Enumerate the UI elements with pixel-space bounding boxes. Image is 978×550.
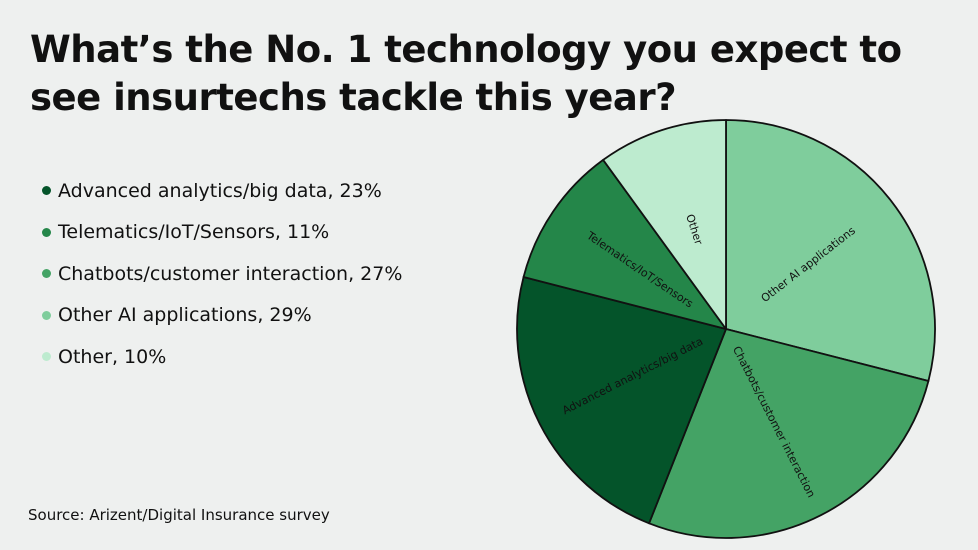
legend-item: Chatbots/customer interaction, 27% (42, 253, 402, 295)
chart-title: What’s the No. 1 technology you expect t… (30, 28, 902, 119)
legend-label: Advanced analytics/big data, 23% (58, 179, 382, 202)
pie-slice (725, 119, 936, 382)
legend-label: Chatbots/customer interaction, 27% (58, 262, 403, 285)
legend-swatch (42, 269, 51, 279)
pie-slice (522, 159, 727, 330)
legend-label: Other, 10% (58, 345, 167, 368)
legend-label: Telematics/IoT/Sensors, 11% (58, 221, 330, 244)
legend-item: Other, 10% (42, 336, 402, 378)
legend-swatch (42, 352, 51, 362)
legend-item: Advanced analytics/big data, 23% (42, 170, 402, 212)
pie-slice (648, 328, 930, 539)
legend-swatch (42, 186, 51, 196)
legend-swatch (42, 227, 51, 237)
legend-item: Telematics/IoT/Sensors, 11% (42, 212, 402, 254)
pie-slice (602, 119, 727, 330)
source-note: Source: Arizent/Digital Insurance survey (28, 506, 330, 524)
legend-item: Other AI applications, 29% (42, 295, 402, 337)
pie-slice (516, 276, 727, 525)
legend-swatch (42, 310, 51, 320)
legend-label: Other AI applications, 29% (58, 304, 312, 327)
legend: Advanced analytics/big data, 23% Telemat… (42, 170, 402, 378)
